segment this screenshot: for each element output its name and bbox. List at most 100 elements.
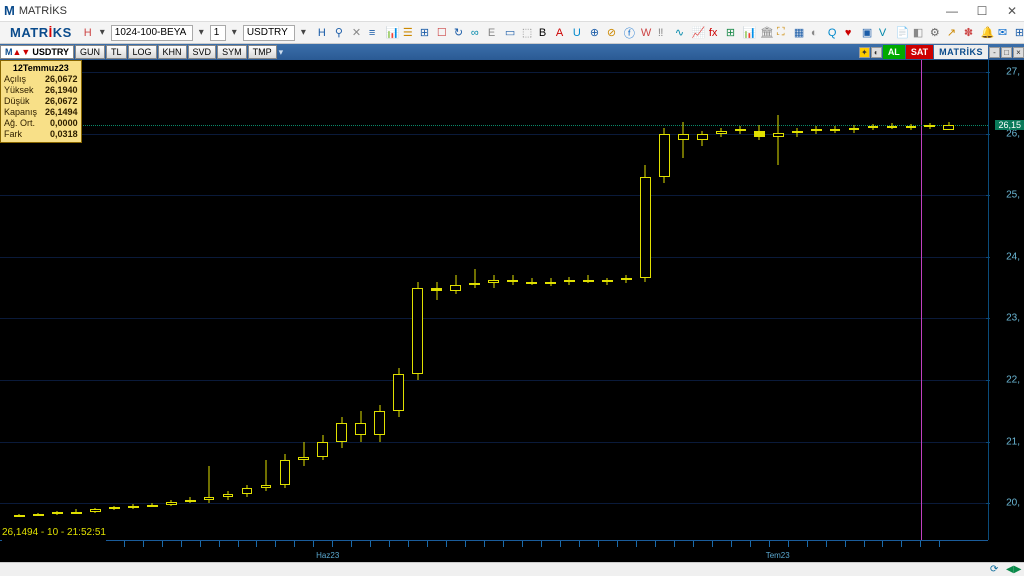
y-tick-label: 24,	[1006, 251, 1020, 262]
toolbar-icon[interactable]: U	[571, 26, 585, 40]
dropdown-icon[interactable]: ▾	[230, 25, 239, 41]
candlestick	[697, 60, 708, 540]
toolbar-icon[interactable]: 📄	[894, 26, 908, 40]
indicator-icon[interactable]: ◐	[871, 47, 882, 58]
candlestick	[147, 60, 158, 540]
candlestick	[716, 60, 727, 540]
timeframe-button[interactable]: LOG	[128, 45, 157, 59]
toolbar-icon[interactable]: ⊞	[724, 26, 738, 40]
chart-canvas[interactable]: 12Temmuz23Açılış26,0672Yüksek26,1940Düşü…	[0, 60, 988, 540]
dropdown-icon[interactable]: ▾	[299, 25, 308, 41]
buy-badge[interactable]: AL	[883, 45, 905, 59]
candlestick	[488, 60, 499, 540]
symbol-combo[interactable]	[243, 25, 295, 41]
toolbar-icon[interactable]: ✉	[996, 26, 1010, 40]
toolbar-icon[interactable]: Q	[826, 26, 840, 40]
toolbar-icon[interactable]: ⓕ	[622, 26, 636, 40]
toolbar-icon[interactable]: W	[639, 26, 653, 40]
toolbar-icon[interactable]: ♥	[843, 26, 857, 40]
toolbar-icon[interactable]: ∞	[469, 26, 483, 40]
x-tick-label: Haz23	[316, 551, 339, 560]
y-tick-label: 21,	[1006, 436, 1020, 447]
candlestick	[109, 60, 120, 540]
toolbar-icon[interactable]: H	[316, 26, 330, 40]
candlestick	[280, 60, 291, 540]
toolbar-icon[interactable]: ▭	[503, 26, 517, 40]
candlestick	[526, 60, 537, 540]
toolbar-icon[interactable]: 🔔	[979, 26, 993, 40]
toolbar-icon[interactable]: ⚲	[333, 26, 347, 40]
toolbar-icon[interactable]: 📈	[690, 26, 704, 40]
chart-container: 12Temmuz23Açılış26,0672Yüksek26,1940Düşü…	[0, 60, 1024, 562]
candlestick	[374, 60, 385, 540]
candlestick	[242, 60, 253, 540]
candlestick	[583, 60, 594, 540]
candlestick	[90, 60, 101, 540]
timeframe-button[interactable]: SYM	[217, 45, 247, 59]
layout-combo[interactable]	[111, 25, 193, 41]
candlestick	[185, 60, 196, 540]
timeframe-button[interactable]: GUN	[75, 45, 105, 59]
toolbar-icon[interactable]: ⚙	[928, 26, 942, 40]
candlestick	[469, 60, 480, 540]
dropdown-icon[interactable]: ▾	[197, 25, 206, 41]
toolbar-icon[interactable]: ◐	[809, 26, 823, 40]
toolbar-icon[interactable]: A	[554, 26, 568, 40]
x-tick-label: Tem23	[766, 551, 790, 560]
timeframe-button[interactable]: KHN	[158, 45, 187, 59]
candlestick	[545, 60, 556, 540]
toolbar-icon[interactable]: 📊	[384, 26, 398, 40]
toolbar-icon[interactable]: ↻	[452, 26, 466, 40]
toolbar-icon[interactable]: ‼	[656, 26, 670, 40]
toolbar-icon[interactable]: ✽	[962, 26, 976, 40]
toolbar-icon[interactable]: ⊞	[1013, 26, 1024, 40]
indicator-icon[interactable]: ✦	[859, 47, 870, 58]
sell-badge[interactable]: SAT	[906, 45, 933, 59]
candlestick	[128, 60, 139, 540]
toolbar-icon[interactable]: 🏛	[758, 26, 772, 40]
minimize-button[interactable]: —	[944, 4, 960, 18]
toolbar-icon[interactable]: V	[877, 26, 891, 40]
timeframe-button[interactable]: TL	[106, 45, 127, 59]
toolbar-icon[interactable]: ✕	[350, 26, 364, 40]
panel-close-icon[interactable]: ×	[1013, 47, 1024, 58]
toolbar-icon[interactable]: B	[537, 26, 551, 40]
toolbar-icon[interactable]: ☰	[401, 26, 415, 40]
toolbar-icon[interactable]: ⊞	[418, 26, 432, 40]
toolbar-icon[interactable]: ▣	[860, 26, 874, 40]
interval-combo[interactable]	[210, 25, 226, 41]
toolbar-icon[interactable]: E	[486, 26, 500, 40]
panel-max-icon[interactable]: □	[1001, 47, 1012, 58]
toolbar-icon[interactable]: ∿	[673, 26, 687, 40]
candlestick	[621, 60, 632, 540]
toolbar-icon[interactable]: ↗	[945, 26, 959, 40]
toolbar-icon[interactable]: fx	[707, 26, 721, 40]
toolbar-icon[interactable]: ≡	[367, 26, 381, 40]
toolbar-icon[interactable]: ⛶	[775, 26, 789, 40]
toolbar-icon[interactable]: 📊	[741, 26, 755, 40]
candlestick	[450, 60, 461, 540]
toolbar-icon[interactable]: ◧	[911, 26, 925, 40]
toolbar-icon[interactable]: ☐	[435, 26, 449, 40]
ohlc-row: Açılış26,0672	[4, 74, 78, 85]
toolbar-icon[interactable]: ▦	[792, 26, 806, 40]
save-icon[interactable]: H	[82, 26, 94, 40]
ohlc-row: Fark0,0318	[4, 129, 78, 140]
candlestick	[830, 60, 841, 540]
y-tick-label: 22,	[1006, 374, 1020, 385]
candlestick	[431, 60, 442, 540]
symbol-ticker[interactable]: M ▲▼ USDTRY	[0, 45, 74, 59]
toolbar-icon[interactable]: ⊕	[588, 26, 602, 40]
dropdown-icon[interactable]: ▾	[98, 25, 107, 41]
close-button[interactable]: ✕	[1004, 4, 1020, 18]
panel-min-icon[interactable]: -	[989, 47, 1000, 58]
resize-icon[interactable]: ◀▶	[1006, 564, 1020, 576]
timeframe-button[interactable]: SVD	[188, 45, 217, 59]
refresh-icon[interactable]: ⟳	[990, 564, 1004, 576]
candlestick	[773, 60, 784, 540]
maximize-button[interactable]: ☐	[974, 4, 990, 18]
toolbar-icon[interactable]: ⊘	[605, 26, 619, 40]
timeframe-button[interactable]: TMP	[248, 45, 277, 59]
dropdown-icon[interactable]: ▾	[277, 44, 286, 60]
toolbar-icon[interactable]: ⬚	[520, 26, 534, 40]
